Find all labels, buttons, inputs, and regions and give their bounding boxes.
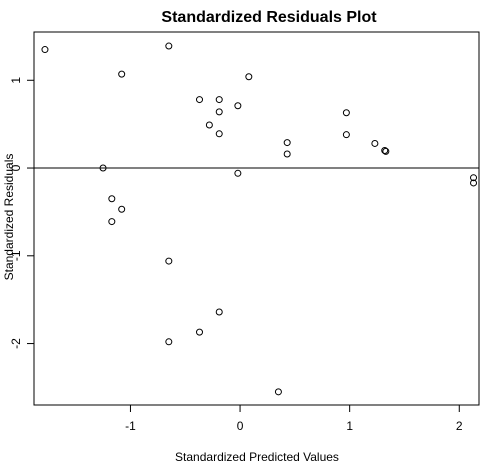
data-point (99, 164, 107, 172)
data-point (108, 218, 116, 226)
y-tick-label: -2 (9, 338, 23, 349)
data-point (118, 70, 126, 78)
data-point (234, 169, 242, 177)
data-point (196, 328, 204, 336)
data-point (470, 174, 478, 182)
x-tick-label: 1 (346, 419, 353, 433)
chart-title: Standardized Residuals Plot (161, 9, 377, 26)
data-points (41, 42, 478, 396)
data-point (371, 139, 379, 147)
data-point (283, 139, 291, 147)
data-point (215, 108, 223, 116)
data-point (165, 42, 173, 50)
data-point (245, 73, 253, 81)
data-point (382, 147, 390, 155)
y-tick-label: 0 (9, 164, 23, 171)
data-point (274, 388, 282, 396)
data-point (196, 96, 204, 104)
plot-frame (33, 31, 480, 406)
x-axis: -1 0 1 2 (125, 405, 463, 433)
data-point (342, 109, 350, 117)
data-point (381, 146, 389, 154)
data-point (118, 205, 126, 213)
y-axis: -2 -1 0 1 (9, 77, 34, 349)
data-point (108, 195, 116, 203)
x-tick-label: 0 (237, 419, 244, 433)
data-point (215, 96, 223, 104)
x-tick-label: 2 (456, 419, 463, 433)
data-point (234, 102, 242, 110)
y-tick-label: 1 (9, 77, 23, 84)
plot-area (33, 31, 480, 406)
data-point (283, 150, 291, 158)
data-point (215, 130, 223, 138)
data-point (41, 46, 49, 54)
data-point (215, 308, 223, 316)
x-tick-label: -1 (125, 419, 136, 433)
x-axis-label: Standardized Predicted Values (175, 450, 339, 464)
data-point (205, 121, 213, 129)
data-point (165, 257, 173, 265)
data-point (165, 338, 173, 346)
data-point (342, 131, 350, 139)
y-axis-label: Standardized Residuals (2, 154, 16, 281)
data-point (470, 179, 478, 187)
y-tick-label: -1 (9, 250, 23, 261)
